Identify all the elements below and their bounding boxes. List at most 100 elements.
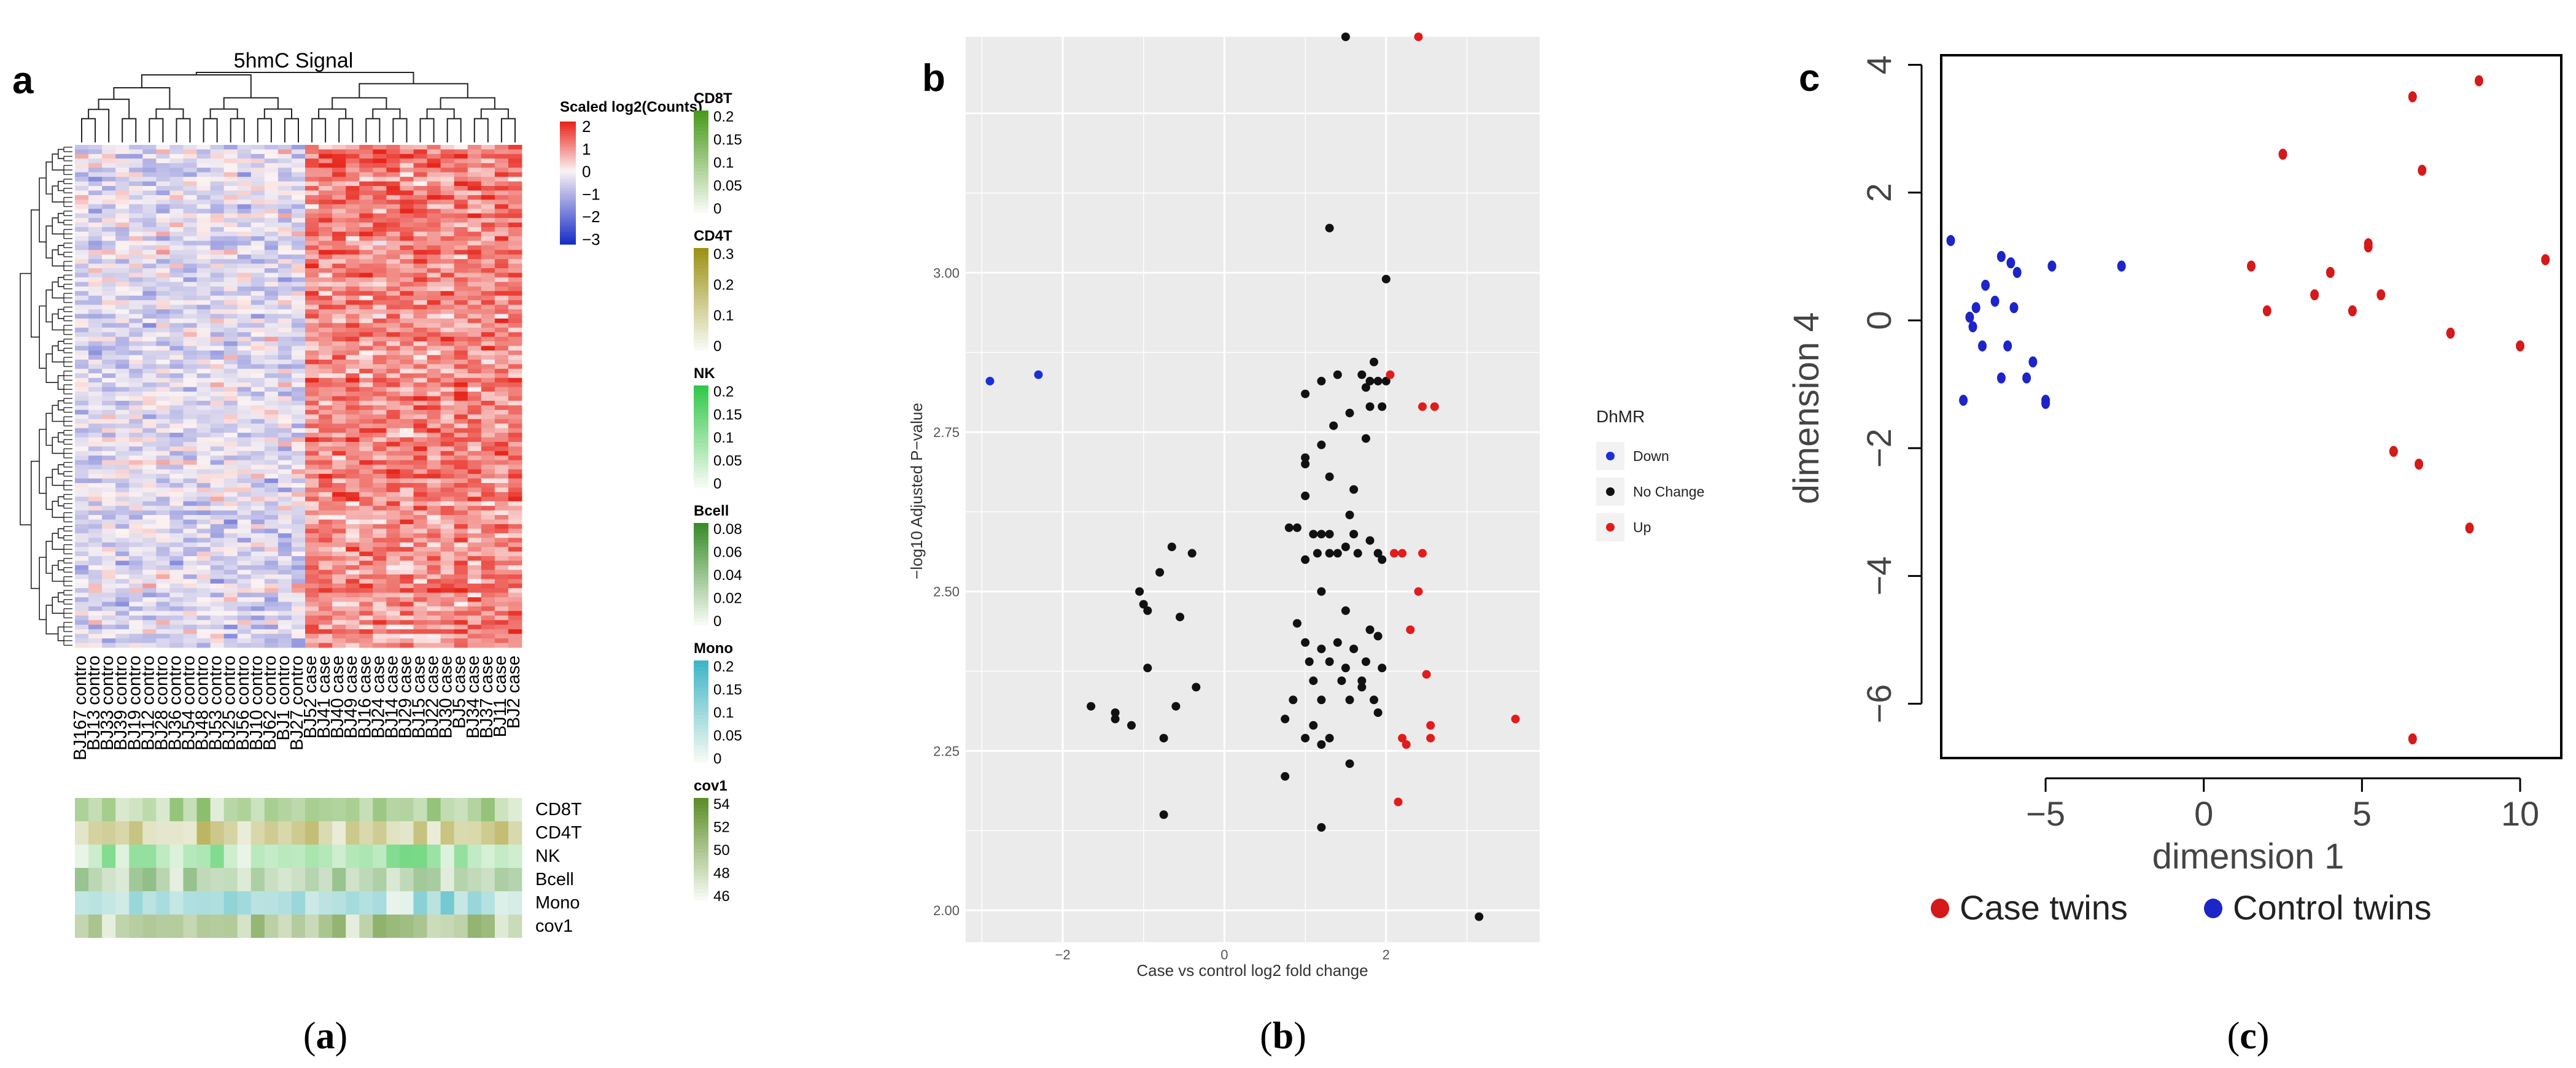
heatmap-cell [332, 501, 346, 506]
annotation-legend-step [694, 147, 708, 152]
annotation-legend-step [694, 292, 708, 296]
heatmap-cell [359, 227, 373, 232]
heatmap-cell [440, 574, 455, 579]
heatmap-cell [332, 428, 346, 433]
heatmap-cell [196, 515, 211, 520]
heatmap-cell [319, 332, 333, 338]
annotation-legend-step [694, 883, 708, 887]
heatmap-cell [264, 199, 279, 205]
mds-point-control-twins [1959, 395, 1968, 406]
heatmap-cell [305, 478, 319, 484]
heatmap-cell [102, 409, 116, 415]
heatmap-cell [196, 355, 211, 360]
annotation-legend-tick: 0.2 [713, 384, 734, 400]
sample-label: BJ22 case [423, 656, 443, 738]
heatmap-cell [440, 424, 455, 429]
heatmap-cell [196, 510, 211, 516]
heatmap-cell [319, 643, 333, 648]
heatmap-cell [481, 579, 495, 584]
annotation-cell [346, 821, 360, 845]
heatmap-cell [291, 424, 306, 429]
heatmap-cell [156, 387, 170, 392]
heatmap-cell [467, 478, 482, 484]
volcano-point-no-change [1281, 772, 1290, 781]
heatmap-cell [494, 482, 509, 488]
heatmap-cell [440, 346, 455, 351]
heatmap-cell [223, 231, 238, 237]
annotation-cell [250, 891, 265, 915]
heatmap-cell [115, 428, 130, 433]
heatmap-cell [373, 277, 387, 282]
heatmap-cell [494, 433, 509, 438]
heatmap-cell [129, 528, 143, 534]
heatmap-cell [237, 195, 252, 200]
dendrogram-link [359, 83, 468, 98]
heatmap-cell [210, 579, 225, 584]
heatmap-cell [494, 469, 509, 474]
heatmap-cell [454, 364, 468, 370]
volcano-point-no-change [1187, 549, 1197, 558]
heatmap-cell [129, 506, 143, 511]
heatmap-cell [183, 592, 197, 598]
heatmap-cell [75, 323, 89, 328]
volcano-x-label: Case vs control log2 fold change [1136, 961, 1368, 980]
heatmap-cell [264, 190, 279, 196]
heatmap-cell [156, 213, 170, 219]
heatmap-cell [440, 602, 455, 607]
heatmap-cell [223, 295, 238, 301]
heatmap-cell [277, 597, 292, 602]
heatmap-cell [156, 245, 170, 250]
heatmap-cell [427, 629, 441, 635]
heatmap-cell [196, 190, 211, 196]
heatmap-cell [508, 263, 522, 269]
heatmap-cell [264, 469, 279, 474]
heatmap-cell [142, 245, 157, 250]
heatmap-cell [373, 492, 387, 497]
heatmap-cell [250, 373, 265, 379]
heatmap-cell [454, 177, 468, 182]
heatmap-cell [196, 227, 211, 232]
annotation-legend-step [694, 691, 708, 695]
heatmap-cell [305, 181, 319, 187]
heatmap-cell [386, 437, 400, 443]
heatmap-cell [277, 497, 292, 502]
heatmap-cell [481, 478, 495, 484]
heatmap-cell [346, 291, 360, 296]
heatmap-cell [386, 387, 400, 392]
heatmap-cell [142, 497, 157, 502]
heatmap-cell [305, 602, 319, 607]
heatmap-cell [454, 570, 468, 575]
heatmap-cell [467, 547, 482, 552]
heatmap-cell [250, 519, 265, 525]
heatmap-cell [75, 478, 89, 484]
heatmap-cell [75, 465, 89, 470]
heatmap-cell [210, 236, 225, 241]
heatmap-cell [102, 451, 116, 456]
color-scale-step [560, 124, 576, 127]
heatmap-cell [427, 474, 441, 479]
heatmap-cell [250, 565, 265, 570]
heatmap-cell [440, 606, 455, 611]
heatmap-cell [223, 355, 238, 360]
heatmap-cell [467, 259, 482, 264]
heatmap-cell [440, 277, 455, 282]
volcano-y-tick: 2.25 [933, 743, 960, 759]
heatmap-cell [508, 236, 522, 241]
heatmap-cell [346, 533, 360, 538]
volcano-point-up [1386, 370, 1395, 379]
heatmap-cell [237, 204, 252, 209]
heatmap-cell [142, 295, 157, 301]
heatmap-cell [454, 533, 468, 538]
heatmap-cell [115, 286, 130, 292]
heatmap-cell [142, 382, 157, 388]
heatmap-cell [373, 419, 387, 424]
heatmap-cell [386, 574, 400, 579]
heatmap-cell [440, 592, 455, 598]
heatmap-cell [373, 620, 387, 625]
heatmap-cell [129, 602, 143, 607]
heatmap-cell [359, 409, 373, 415]
heatmap-cell [142, 528, 157, 534]
heatmap-cell [264, 551, 279, 557]
heatmap-cell [386, 643, 400, 648]
heatmap-cell [440, 611, 455, 616]
